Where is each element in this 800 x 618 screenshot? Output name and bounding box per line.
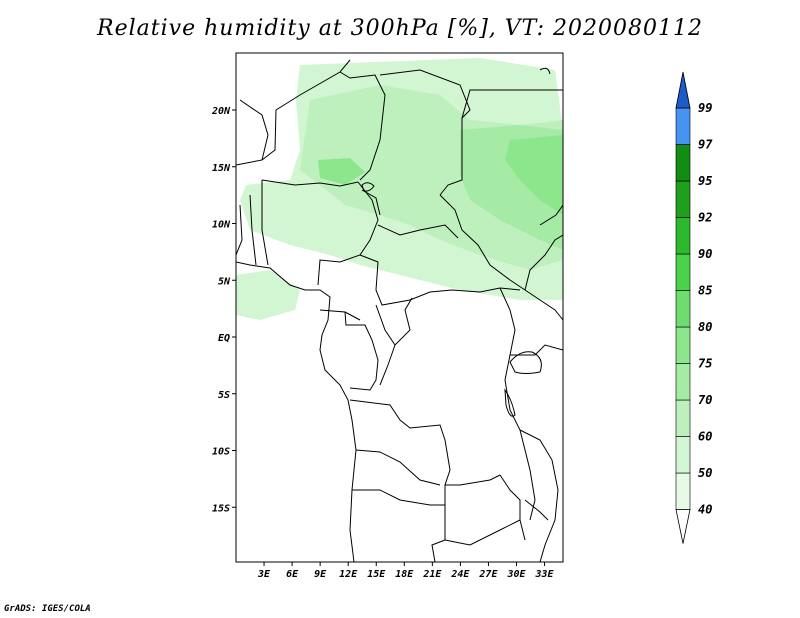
colorbar-min-triangle xyxy=(675,509,691,544)
country-borders xyxy=(236,59,563,562)
map-frame xyxy=(235,52,564,563)
humidity-area-50b xyxy=(236,270,300,320)
colorbar-box xyxy=(675,290,691,328)
colorbar: 40 50 60 70 75 80 85 90 92 95 97 99 xyxy=(675,71,713,544)
colorbar-label: 97 xyxy=(698,138,713,152)
colorbar-box xyxy=(675,180,691,218)
y-axis: 20N 15N 10N 5N EQ 5S 10S 15S xyxy=(211,106,236,514)
x-axis: 3E 6E 9E 12E 15E 18E 21E 24E 27E 30E 33E xyxy=(257,562,555,580)
humidity-area-75 xyxy=(505,135,563,215)
colorbar-label: 92 xyxy=(698,211,712,225)
humidity-area-75b xyxy=(318,158,365,185)
colorbar-box xyxy=(675,107,691,145)
y-tick-label: 10S xyxy=(212,447,230,458)
x-tick-label: 3E xyxy=(257,569,271,580)
colorbar-label: 99 xyxy=(698,101,712,115)
colorbar-label: 50 xyxy=(698,466,712,480)
colorbar-label: 75 xyxy=(698,357,712,371)
y-tick-label: 15N xyxy=(212,163,231,174)
x-tick-label: 9E xyxy=(314,569,327,580)
x-tick-label: 12E xyxy=(339,569,358,580)
colorbar-box xyxy=(675,363,691,401)
colorbar-box xyxy=(675,436,691,474)
y-tick-label: EQ xyxy=(218,333,230,344)
y-tick-label: 20N xyxy=(211,106,231,117)
x-tick-label: 27E xyxy=(478,569,498,580)
x-tick-label: 24E xyxy=(450,569,470,580)
x-tick-label: 18E xyxy=(395,569,414,580)
colorbar-label: 70 xyxy=(698,393,712,407)
y-tick-label: 5N xyxy=(218,276,231,287)
y-tick-label: 5S xyxy=(218,390,230,401)
colorbar-label: 60 xyxy=(698,430,712,444)
y-tick-label: 15S xyxy=(212,503,230,514)
colorbar-box xyxy=(675,399,691,437)
x-tick-label: 21E xyxy=(422,569,442,580)
colorbar-box xyxy=(675,326,691,364)
colorbar-box xyxy=(675,253,691,291)
colorbar-box xyxy=(675,217,691,255)
colorbar-label: 40 xyxy=(698,503,712,517)
x-tick-label: 15E xyxy=(367,569,386,580)
chart-title: Relative humidity at 300hPa [%], VT: 202… xyxy=(97,16,703,41)
colorbar-box xyxy=(675,144,691,182)
colorbar-box xyxy=(675,472,691,510)
y-tick-label: 10N xyxy=(212,220,231,231)
humidity-shading xyxy=(236,58,563,320)
colorbar-label: 95 xyxy=(698,174,712,188)
x-tick-label: 33E xyxy=(535,569,555,580)
x-tick-label: 30E xyxy=(506,569,526,580)
colorbar-label: 85 xyxy=(698,284,712,298)
x-tick-label: 6E xyxy=(286,569,299,580)
grads-credit: GrADS: IGES/COLA xyxy=(4,604,91,614)
colorbar-max-triangle xyxy=(675,71,691,109)
colorbar-label: 80 xyxy=(698,320,712,334)
colorbar-label: 90 xyxy=(698,247,712,261)
